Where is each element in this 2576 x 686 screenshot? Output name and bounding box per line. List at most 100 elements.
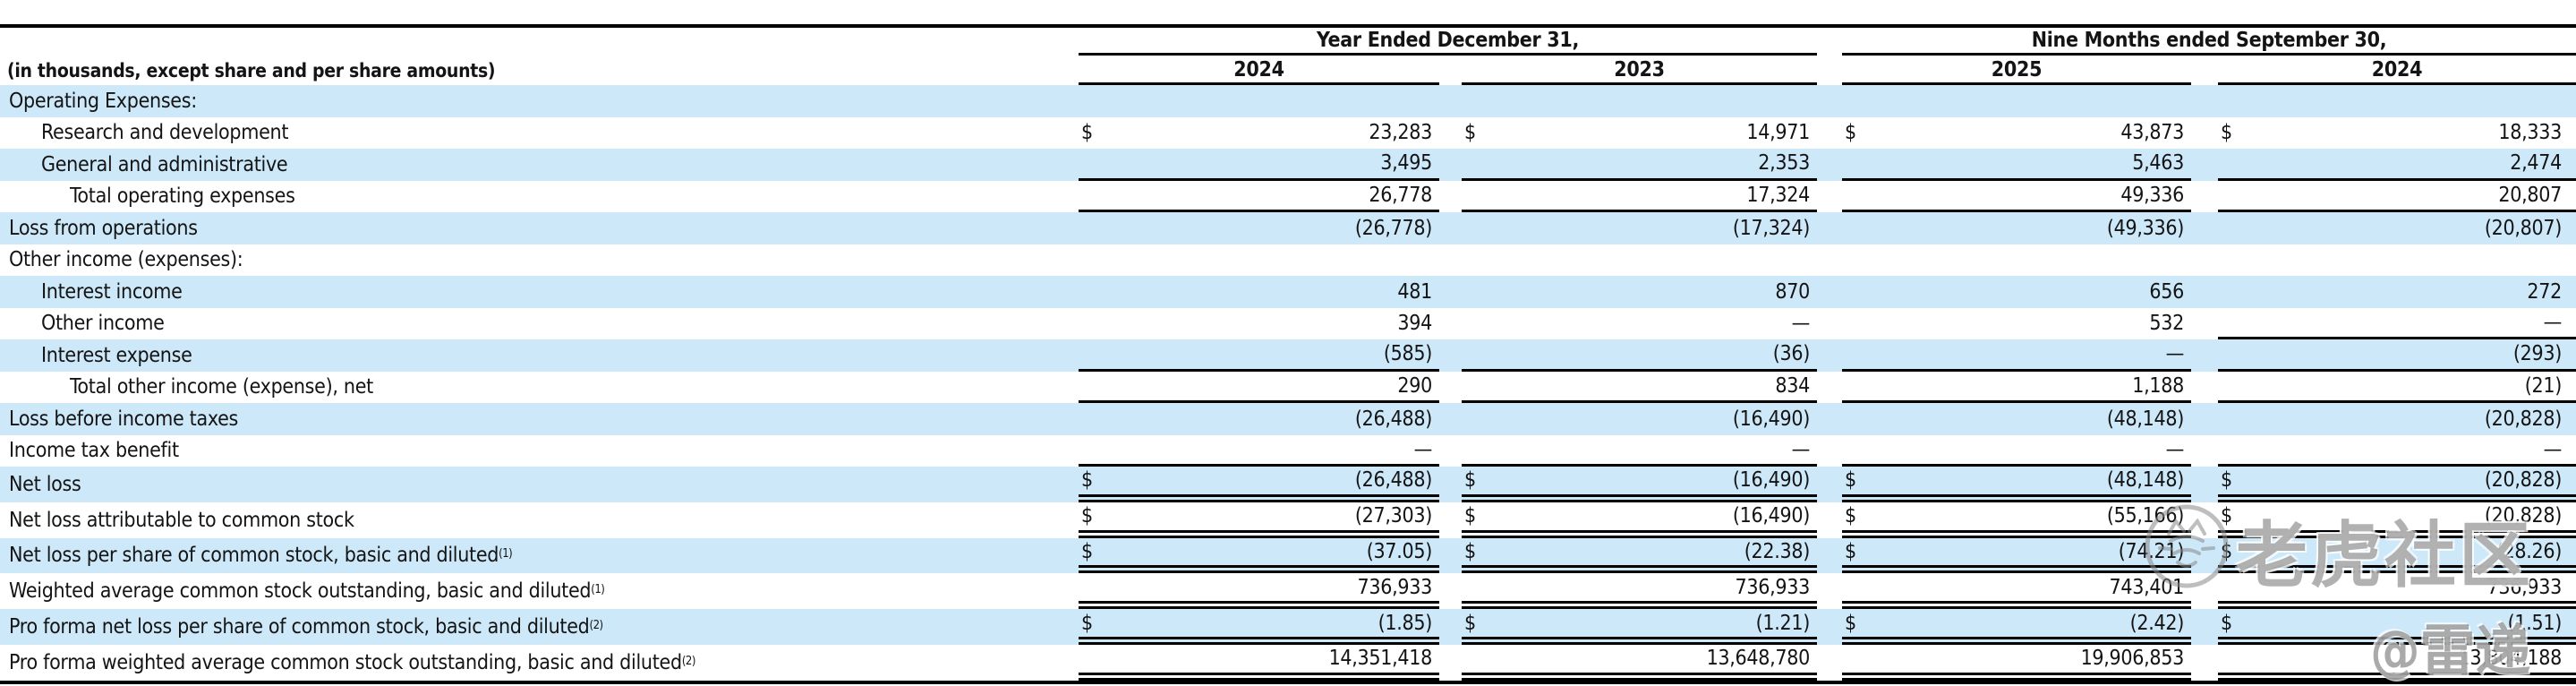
cell-nine-months-2024: (293)	[2218, 339, 2576, 372]
cell-nine-months-2025: 1,188	[1842, 372, 2191, 403]
cell-value: 5,463	[2132, 151, 2184, 176]
column-gap	[1817, 308, 1842, 340]
cell-nine-months-2024: (20,807)	[2218, 212, 2576, 244]
cell-value: 3,495	[1380, 151, 1432, 176]
cell-value: 43,873	[2120, 121, 2184, 145]
cell-value: 1,188	[2132, 373, 2184, 398]
column-gap	[2191, 403, 2218, 435]
group-header-nine-months: Nine Months ended September 30,	[1842, 28, 2576, 56]
table-row: Net loss attributable to common stock $ (…	[0, 502, 2576, 538]
row-label: Loss before income taxes	[0, 403, 1079, 435]
cell-year-ended-2023: (17,324)	[1462, 212, 1817, 244]
column-gap	[1817, 181, 1842, 213]
cell-year-ended-2023: 870	[1462, 276, 1817, 308]
cell-nine-months-2025: $ (48,148)	[1842, 467, 2191, 502]
cell-value: (20,828)	[2484, 407, 2562, 431]
row-label-text: Interest expense	[41, 343, 192, 367]
cell-year-ended-2024: 394	[1079, 308, 1439, 340]
column-gap	[1439, 244, 1462, 277]
cell-year-ended-2024: —	[1079, 435, 1439, 467]
cell-nine-months-2025: (48,148)	[1842, 403, 2191, 435]
cell-value: —	[2543, 437, 2563, 461]
column-gap	[1817, 276, 1842, 308]
row-label: Total other income (expense), net	[0, 372, 1079, 404]
units-note: (in thousands, except share and per shar…	[7, 60, 496, 81]
cell-value: 26,778	[1369, 183, 1432, 207]
cell-nine-months-2024: 13,804,188	[2218, 645, 2576, 681]
row-label: Pro forma weighted average common stock …	[9, 650, 695, 674]
column-gap	[2191, 467, 2218, 502]
cell-value: 20,807	[2498, 183, 2562, 207]
cell-year-ended-2024: $ (26,488)	[1079, 467, 1439, 502]
dollar-sign: $	[2221, 611, 2232, 635]
cell-nine-months-2024: —	[2218, 308, 2576, 339]
row-label-text: Interest income	[41, 279, 183, 304]
cell-nine-months-2025: $ (2.42)	[1842, 609, 2191, 645]
column-header-ye-2023: 2023	[1462, 56, 1817, 85]
cell-nine-months-2025: 49,336	[1842, 181, 2191, 212]
cell-year-ended-2023: —	[1462, 435, 1817, 467]
cell-nine-months-2025: $ (55,166)	[1842, 502, 2191, 538]
cell-value: 870	[1775, 279, 1810, 304]
table-row: Net loss $ (26,488) $ (16,490) $ (48,148) $…	[0, 467, 2576, 502]
row-label: Other income (expenses):	[0, 244, 1079, 277]
dollar-sign: $	[1464, 468, 1476, 493]
cell-value: —	[2165, 437, 2185, 461]
cell-nine-months-2025: $43,873	[1842, 117, 2191, 150]
column-header-nm-2024: 2024	[2218, 56, 2576, 85]
row-label: Other income	[0, 308, 1079, 340]
cell-value: 834	[1775, 373, 1810, 398]
cell-value: (26,488)	[1354, 468, 1432, 493]
cell-year-ended-2023: 17,324	[1462, 181, 1817, 212]
dollar-sign: $	[1845, 539, 1856, 563]
cell-value: (28.26)	[2495, 539, 2563, 563]
dollar-sign: $	[1081, 539, 1093, 563]
column-gap	[1817, 85, 1842, 117]
cell-value: (16,490)	[1732, 504, 1810, 528]
group-header-label: Nine Months ended September 30,	[2031, 29, 2387, 52]
cell-nine-months-2024: (20,828)	[2218, 403, 2576, 435]
cell-value: 19,906,853	[2080, 647, 2185, 671]
cell-value: (21)	[2524, 373, 2563, 398]
table-row: Net loss per share of common stock, basi…	[0, 537, 2576, 574]
dollar-sign: $	[1081, 121, 1093, 145]
cell-nine-months-2024	[2218, 244, 2576, 277]
table-bottom-border	[0, 680, 2576, 684]
cell-value: 14,351,418	[1328, 647, 1433, 671]
cell-nine-months-2024	[2218, 85, 2576, 117]
cell-value: —	[2543, 310, 2563, 334]
cell-nine-months-2025: 19,906,853	[1842, 645, 2191, 681]
column-gap	[1439, 645, 1462, 681]
table-row: Other income (expenses):	[0, 244, 2576, 277]
column-gap	[1439, 502, 1462, 538]
column-gap	[1817, 538, 1842, 574]
cell-nine-months-2025: —	[1842, 339, 2191, 372]
cell-value: (585)	[1383, 342, 1432, 366]
row-label-text: Income tax benefit	[9, 439, 179, 463]
cell-value: 394	[1397, 312, 1432, 336]
column-gap	[1439, 85, 1462, 117]
column-gap	[1817, 502, 1842, 538]
cell-year-ended-2023: $ (1.21)	[1462, 609, 1817, 645]
column-gap	[1439, 56, 1462, 85]
row-label: Loss from operations	[0, 212, 1079, 244]
row-label-text: Research and development	[41, 121, 289, 145]
column-gap	[1817, 573, 1842, 609]
cell-year-ended-2024: 736,933	[1079, 573, 1439, 610]
cell-value: 49,336	[2120, 183, 2184, 207]
dollar-sign: $	[1081, 504, 1093, 528]
column-gap	[1439, 573, 1462, 609]
cell-value: (22.38)	[1744, 539, 1811, 563]
column-gap	[2191, 502, 2218, 538]
cell-value: (1.51)	[2507, 611, 2563, 635]
cell-value: (293)	[2512, 342, 2562, 366]
cell-value: —	[1791, 437, 1811, 461]
row-label-text: Pro forma net loss per share of common s…	[9, 615, 590, 639]
cell-nine-months-2024: 2,474	[2218, 149, 2576, 181]
row-label-text: Other income	[41, 312, 165, 336]
cell-value: 14,971	[1746, 121, 1810, 145]
cell-year-ended-2023: 834	[1462, 372, 1817, 403]
row-label-text: Net loss attributable to common stock	[9, 508, 354, 532]
column-gap	[2191, 85, 2218, 117]
column-gap	[1817, 244, 1842, 277]
